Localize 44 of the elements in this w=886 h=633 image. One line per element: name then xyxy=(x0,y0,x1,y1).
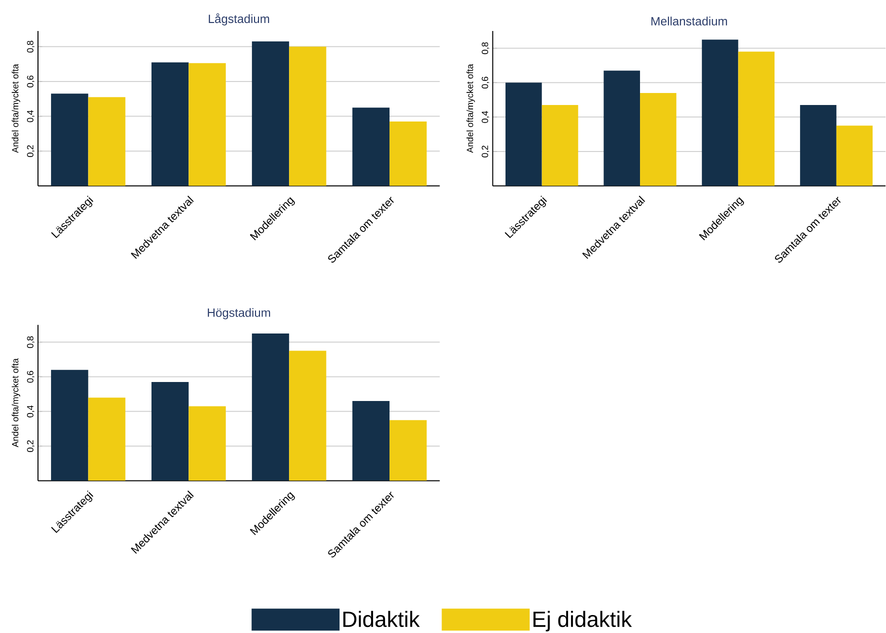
bar xyxy=(151,382,189,481)
bar xyxy=(640,93,676,186)
legend-label: Ej didaktik xyxy=(533,611,632,632)
bar xyxy=(800,105,836,186)
y-tick-label: 0,6 xyxy=(482,76,490,89)
y-tick-label: 0,4 xyxy=(27,110,34,122)
bar xyxy=(51,94,88,186)
y-axis-title: Andel ofta/mycket ofta xyxy=(12,64,20,154)
bar xyxy=(88,97,126,186)
bar xyxy=(151,62,189,186)
bar xyxy=(88,398,126,481)
bar xyxy=(738,52,775,186)
bar xyxy=(51,370,88,481)
y-tick-label: 0,4 xyxy=(482,111,490,124)
y-tick-label: 0,2 xyxy=(27,145,34,158)
y-tick-label: 0,8 xyxy=(482,42,490,54)
bar xyxy=(352,401,390,481)
y-tick-label: 0,2 xyxy=(27,440,34,452)
y-axis-title: Andel ofta/mycket ofta xyxy=(12,358,20,448)
y-tick-label: 0,8 xyxy=(27,40,34,53)
bar xyxy=(390,122,427,186)
chart-title: Mellanstadium xyxy=(651,16,727,26)
chart-title: Högstadium xyxy=(208,308,270,320)
y-tick-label: 0,2 xyxy=(482,146,490,158)
legend-label: Didaktik xyxy=(343,611,420,628)
bar xyxy=(289,46,326,186)
bar xyxy=(505,82,542,186)
bar xyxy=(604,70,640,186)
chart-title: Lågstadium xyxy=(208,13,270,26)
bar xyxy=(352,108,390,186)
bar xyxy=(252,42,290,186)
y-tick-label: 0,4 xyxy=(27,406,34,418)
bar xyxy=(188,63,226,186)
y-tick-label: 0,8 xyxy=(27,336,34,348)
y-tick-label: 0,6 xyxy=(27,76,34,88)
bar xyxy=(542,105,578,186)
bar xyxy=(188,406,226,481)
y-axis-title: Andel ofta/mycket ofta xyxy=(466,64,475,154)
bar xyxy=(252,334,290,481)
y-tick-label: 0,6 xyxy=(27,371,34,383)
bar xyxy=(836,126,873,186)
bar xyxy=(390,420,427,481)
bar xyxy=(702,40,738,186)
bar xyxy=(289,350,326,481)
